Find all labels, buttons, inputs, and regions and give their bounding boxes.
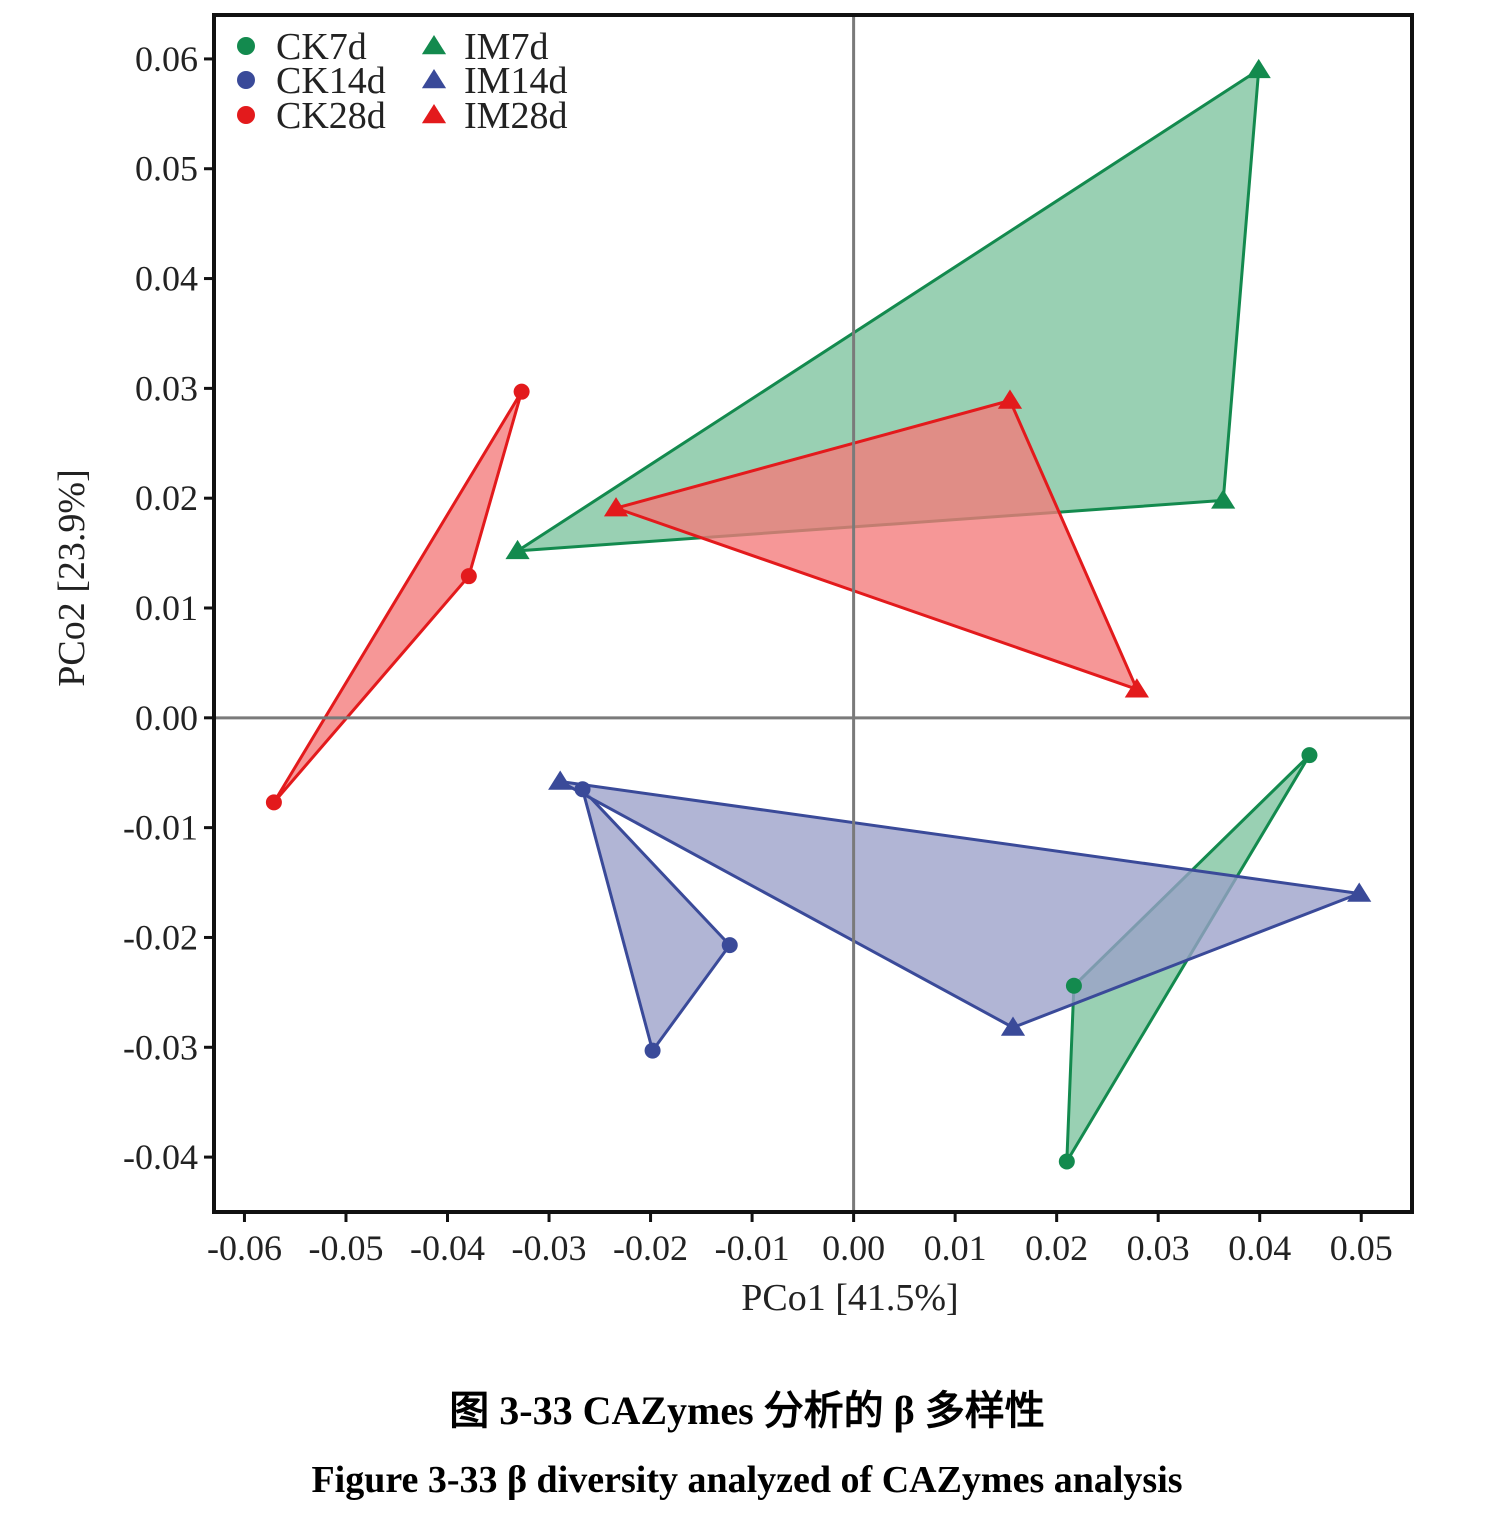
point-ck14d-3	[644, 1042, 661, 1059]
point-im28d-3	[1124, 678, 1149, 698]
hull-ck14d	[581, 787, 732, 1053]
legend-im7d-label: IM7d	[464, 26, 548, 68]
point-ck28d-1	[513, 383, 530, 400]
axis-ticks: -0.06 -0.05 -0.04 -0.03 -0.02 -0.01 0.00 0.01 0.…	[123, 39, 1393, 1268]
y-tick-label: 0.05	[135, 149, 198, 189]
figure-caption-chinese: 图 3-33 CAZymes 分析的 β 多样性	[449, 1388, 1045, 1433]
figure-caption-english: Figure 3-33 β diversity analyzed of CAZy…	[311, 1459, 1183, 1501]
x-tick-label: 0.01	[924, 1228, 987, 1268]
legend-ck14d-label: CK14d	[276, 60, 386, 102]
x-tick-label: 0.04	[1228, 1228, 1291, 1268]
point-im7d-2	[1211, 489, 1236, 509]
x-tick-label: 0.03	[1127, 1228, 1190, 1268]
y-tick-label: -0.03	[123, 1027, 198, 1067]
y-tick-label: 0.06	[135, 39, 198, 79]
y-tick-label: -0.01	[123, 808, 198, 848]
x-axis-title: PCo1 [41.5%]	[741, 1277, 958, 1319]
legend-ck28d-marker	[237, 106, 255, 124]
point-im7d-1	[1246, 58, 1271, 79]
x-tick-label: -0.05	[308, 1228, 383, 1268]
point-ck14d-2	[721, 937, 738, 954]
data-points	[265, 58, 1372, 1170]
y-tick-label: 0.01	[135, 588, 198, 628]
point-ck7d-1	[1301, 747, 1318, 764]
point-im14d-1	[548, 770, 573, 790]
legend-ck7d-marker	[237, 37, 255, 55]
x-tick-label: -0.03	[512, 1228, 587, 1268]
group-hulls	[272, 68, 1361, 1163]
hull-ck28d	[272, 390, 524, 804]
point-im28d-2	[603, 497, 629, 517]
legend-ck28d-label: CK28d	[276, 95, 386, 137]
hull-im28d	[614, 399, 1139, 691]
plot-frame	[212, 13, 1414, 1214]
reference-lines	[214, 15, 1412, 1212]
y-tick-label: -0.04	[123, 1137, 198, 1177]
point-ck7d-2	[1065, 977, 1082, 994]
point-im7d-3	[505, 539, 530, 560]
x-tick-label: -0.06	[207, 1228, 282, 1268]
x-tick-label: 0.05	[1330, 1228, 1393, 1268]
x-tick-label: -0.04	[410, 1228, 485, 1268]
legend-ck7d-label: CK7d	[276, 26, 367, 68]
y-tick-label: 0.00	[135, 698, 198, 738]
y-axis-title: PCo2 [23.9%]	[51, 469, 93, 686]
x-tick-label: 0.00	[822, 1228, 885, 1268]
x-tick-label: -0.01	[715, 1228, 790, 1268]
point-ck7d-3	[1058, 1153, 1075, 1170]
legend-im7d-marker	[421, 35, 447, 55]
pcoa-chart: -0.06 -0.05 -0.04 -0.03 -0.02 -0.01 0.00 0.01 0.…	[51, 13, 1414, 1319]
y-tick-label: 0.02	[135, 478, 198, 518]
y-tick-label: -0.02	[123, 917, 198, 957]
point-im14d-3	[1000, 1016, 1026, 1036]
point-ck14d-1	[574, 781, 591, 798]
hull-im14d	[558, 780, 1361, 1029]
legend-im28d-label: IM28d	[464, 95, 567, 137]
x-tick-label: 0.02	[1025, 1228, 1088, 1268]
point-im14d-2	[1347, 882, 1372, 902]
point-im28d-1	[997, 389, 1023, 409]
point-ck28d-3	[265, 794, 282, 811]
y-tick-label: 0.04	[135, 259, 198, 299]
y-tick-label: 0.03	[135, 368, 198, 408]
point-ck28d-2	[460, 568, 477, 585]
legend-im14d-marker	[421, 69, 447, 89]
legend-ck14d-marker	[237, 71, 255, 89]
x-tick-label: -0.02	[613, 1228, 688, 1268]
legend-im28d-marker	[421, 104, 447, 124]
legend-im14d-label: IM14d	[464, 60, 567, 102]
